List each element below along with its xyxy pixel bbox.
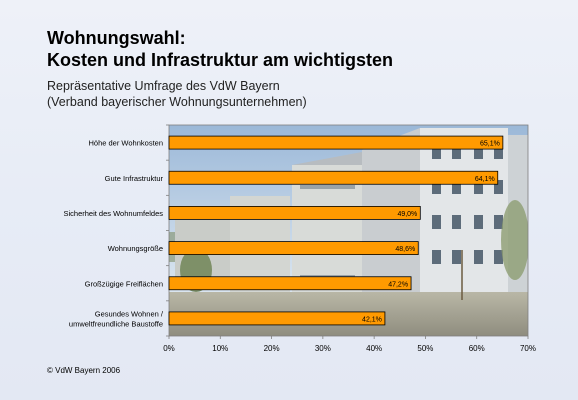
category-label-6: Gesundes Wohnen / umweltfreundliche Baust… xyxy=(69,309,164,328)
background-building-photo xyxy=(169,125,528,336)
bar-2 xyxy=(168,170,499,185)
title-line-2: Kosten und Infrastruktur am wichtigsten xyxy=(47,50,394,70)
category-label-1: Höhe der Wohnkosten xyxy=(89,139,164,148)
x-tick-label-70: 70% xyxy=(520,344,536,353)
bar-6 xyxy=(168,311,386,326)
bar-1 xyxy=(168,135,504,150)
category-label-5: Großzügige Freiflächen xyxy=(85,279,163,288)
bar-3 xyxy=(168,206,421,220)
x-tick-label-0: 0% xyxy=(163,344,175,353)
value-label-6: 42,1% xyxy=(362,316,382,323)
value-label-2: 64,1% xyxy=(475,176,495,183)
copyright-note: © VdW Bayern 2006 xyxy=(47,366,121,375)
subtitle-line-1: Repräsentative Umfrage des VdW Bayern xyxy=(47,79,280,93)
category-label-3: Sicherheit des Wohnumfeldes xyxy=(64,209,164,218)
value-label-5: 47,2% xyxy=(388,281,408,288)
x-tick-label-60: 60% xyxy=(469,344,485,353)
bar-4 xyxy=(168,241,419,255)
title-line-1: Wohnungswahl: xyxy=(47,28,186,48)
x-tick-label-30: 30% xyxy=(315,344,331,353)
x-tick-label-10: 10% xyxy=(212,344,228,353)
bar-5 xyxy=(168,276,412,291)
x-tick-label-40: 40% xyxy=(366,344,382,353)
value-label-3: 49,0% xyxy=(397,211,417,218)
x-tick-label-20: 20% xyxy=(264,344,280,353)
category-label-4: Wohnungsgröße xyxy=(108,244,163,253)
category-label-2: Gute Infrastruktur xyxy=(105,174,164,183)
value-label-1: 65,1% xyxy=(480,141,500,148)
subtitle-line-2: (Verband bayerischer Wohnungsunternehmen… xyxy=(47,95,307,109)
value-label-4: 48,6% xyxy=(395,246,415,253)
x-tick-label-50: 50% xyxy=(417,344,433,353)
